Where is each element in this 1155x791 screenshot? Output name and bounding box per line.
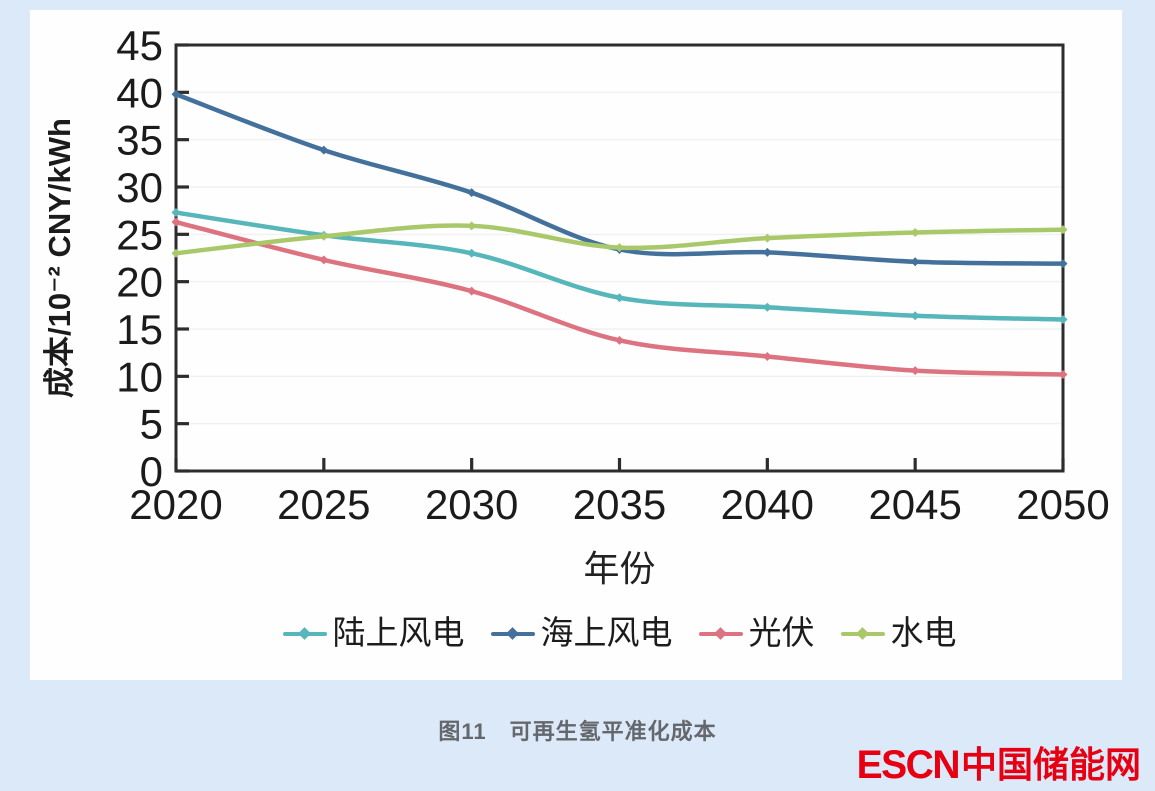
chart-legend: 陆上风电 海上风电 光伏 水电 — [176, 611, 1063, 657]
svg-text:25: 25 — [116, 211, 163, 258]
svg-text:2035: 2035 — [573, 481, 666, 528]
data-point-marker — [171, 89, 181, 99]
legend-item-onshore-wind: 陆上风电 — [282, 615, 465, 652]
escn-watermark: ESCN 中国储能网 — [857, 742, 1141, 788]
svg-text:5: 5 — [140, 401, 163, 448]
series-offshore-wind — [171, 89, 1068, 269]
series-hydro — [171, 221, 1068, 258]
x-axis-title: 年份 — [583, 549, 655, 589]
chart-panel: 0 5 10 15 20 25 30 35 40 45 2020 2025 2030 2035 2040 20… — [30, 10, 1122, 680]
legend-line-marker-icon — [840, 618, 885, 650]
data-point-marker — [467, 286, 477, 296]
x-tick-labels: 2020 2025 2030 2035 2040 2045 2050 — [129, 481, 1109, 528]
data-point-marker — [762, 302, 772, 312]
svg-text:40: 40 — [116, 69, 163, 116]
escn-watermark-latin: ESCN — [856, 743, 961, 787]
data-point-marker — [1058, 259, 1068, 269]
svg-text:2050: 2050 — [1016, 481, 1109, 528]
data-point-marker — [910, 311, 920, 321]
data-point-marker — [762, 247, 772, 257]
legend-line-marker-icon — [282, 618, 327, 650]
legend-label-pv: 光伏 — [748, 615, 815, 652]
y-axis-title: 成本/10⁻² CNY/kWh — [42, 118, 77, 398]
data-point-marker — [910, 366, 920, 376]
svg-text:15: 15 — [116, 306, 163, 353]
legend-item-hydro: 水电 — [840, 615, 957, 652]
legend-label-offshore-wind: 海上风电 — [540, 615, 673, 652]
svg-text:20: 20 — [116, 259, 163, 306]
escn-watermark-chinese: 中国储能网 — [960, 744, 1141, 785]
data-point-marker — [615, 293, 624, 303]
svg-text:45: 45 — [116, 22, 163, 69]
svg-text:35: 35 — [116, 117, 163, 164]
svg-text:30: 30 — [116, 164, 163, 211]
data-point-marker — [762, 351, 772, 361]
data-point-marker — [615, 243, 624, 253]
data-point-marker — [910, 227, 920, 237]
data-point-marker — [319, 231, 329, 241]
data-point-marker — [910, 257, 920, 267]
svg-text:2030: 2030 — [425, 481, 518, 528]
series-onshore-wind — [171, 208, 1068, 325]
svg-text:0: 0 — [140, 448, 163, 495]
data-point-marker — [319, 255, 329, 265]
data-point-marker — [467, 248, 477, 258]
data-point-marker — [467, 221, 477, 231]
svg-text:2040: 2040 — [721, 481, 814, 528]
data-point-marker — [615, 335, 624, 345]
legend-label-onshore-wind: 陆上风电 — [332, 615, 465, 652]
svg-text:2025: 2025 — [277, 481, 370, 528]
legend-line-marker-icon — [698, 618, 743, 650]
svg-text:2020: 2020 — [129, 481, 222, 528]
data-point-marker — [171, 248, 181, 258]
figure-caption: 图11 可再生氢平准化成本 — [438, 719, 717, 744]
legend-item-pv: 光伏 — [698, 615, 815, 652]
legend-label-hydro: 水电 — [890, 615, 957, 652]
data-point-marker — [1058, 225, 1068, 235]
legend-item-offshore-wind: 海上风电 — [490, 615, 673, 652]
data-point-marker — [467, 188, 477, 198]
data-point-marker — [1058, 315, 1068, 325]
svg-text:2045: 2045 — [868, 481, 961, 528]
data-point-marker — [171, 208, 181, 218]
data-point-marker — [319, 145, 329, 155]
data-point-marker — [762, 233, 772, 243]
legend-line-marker-icon — [490, 618, 535, 650]
svg-text:10: 10 — [116, 353, 163, 400]
data-point-marker — [1058, 369, 1068, 379]
data-point-marker — [171, 217, 181, 227]
series-line-onshore-wind — [173, 210, 1066, 322]
